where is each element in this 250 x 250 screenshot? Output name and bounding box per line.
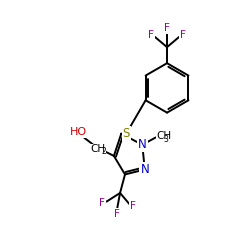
Text: S: S: [122, 127, 130, 140]
Text: 2: 2: [101, 147, 106, 156]
Text: F: F: [164, 23, 170, 33]
Text: F: F: [114, 209, 120, 219]
Text: HO: HO: [70, 128, 86, 138]
Text: 3: 3: [163, 134, 168, 143]
Text: F: F: [148, 30, 154, 40]
Text: CH: CH: [90, 144, 105, 154]
Text: F: F: [130, 201, 136, 211]
Text: N: N: [138, 138, 147, 151]
Text: F: F: [99, 198, 105, 208]
Text: N: N: [140, 163, 149, 176]
Text: F: F: [180, 30, 186, 40]
Text: CH: CH: [156, 131, 172, 141]
